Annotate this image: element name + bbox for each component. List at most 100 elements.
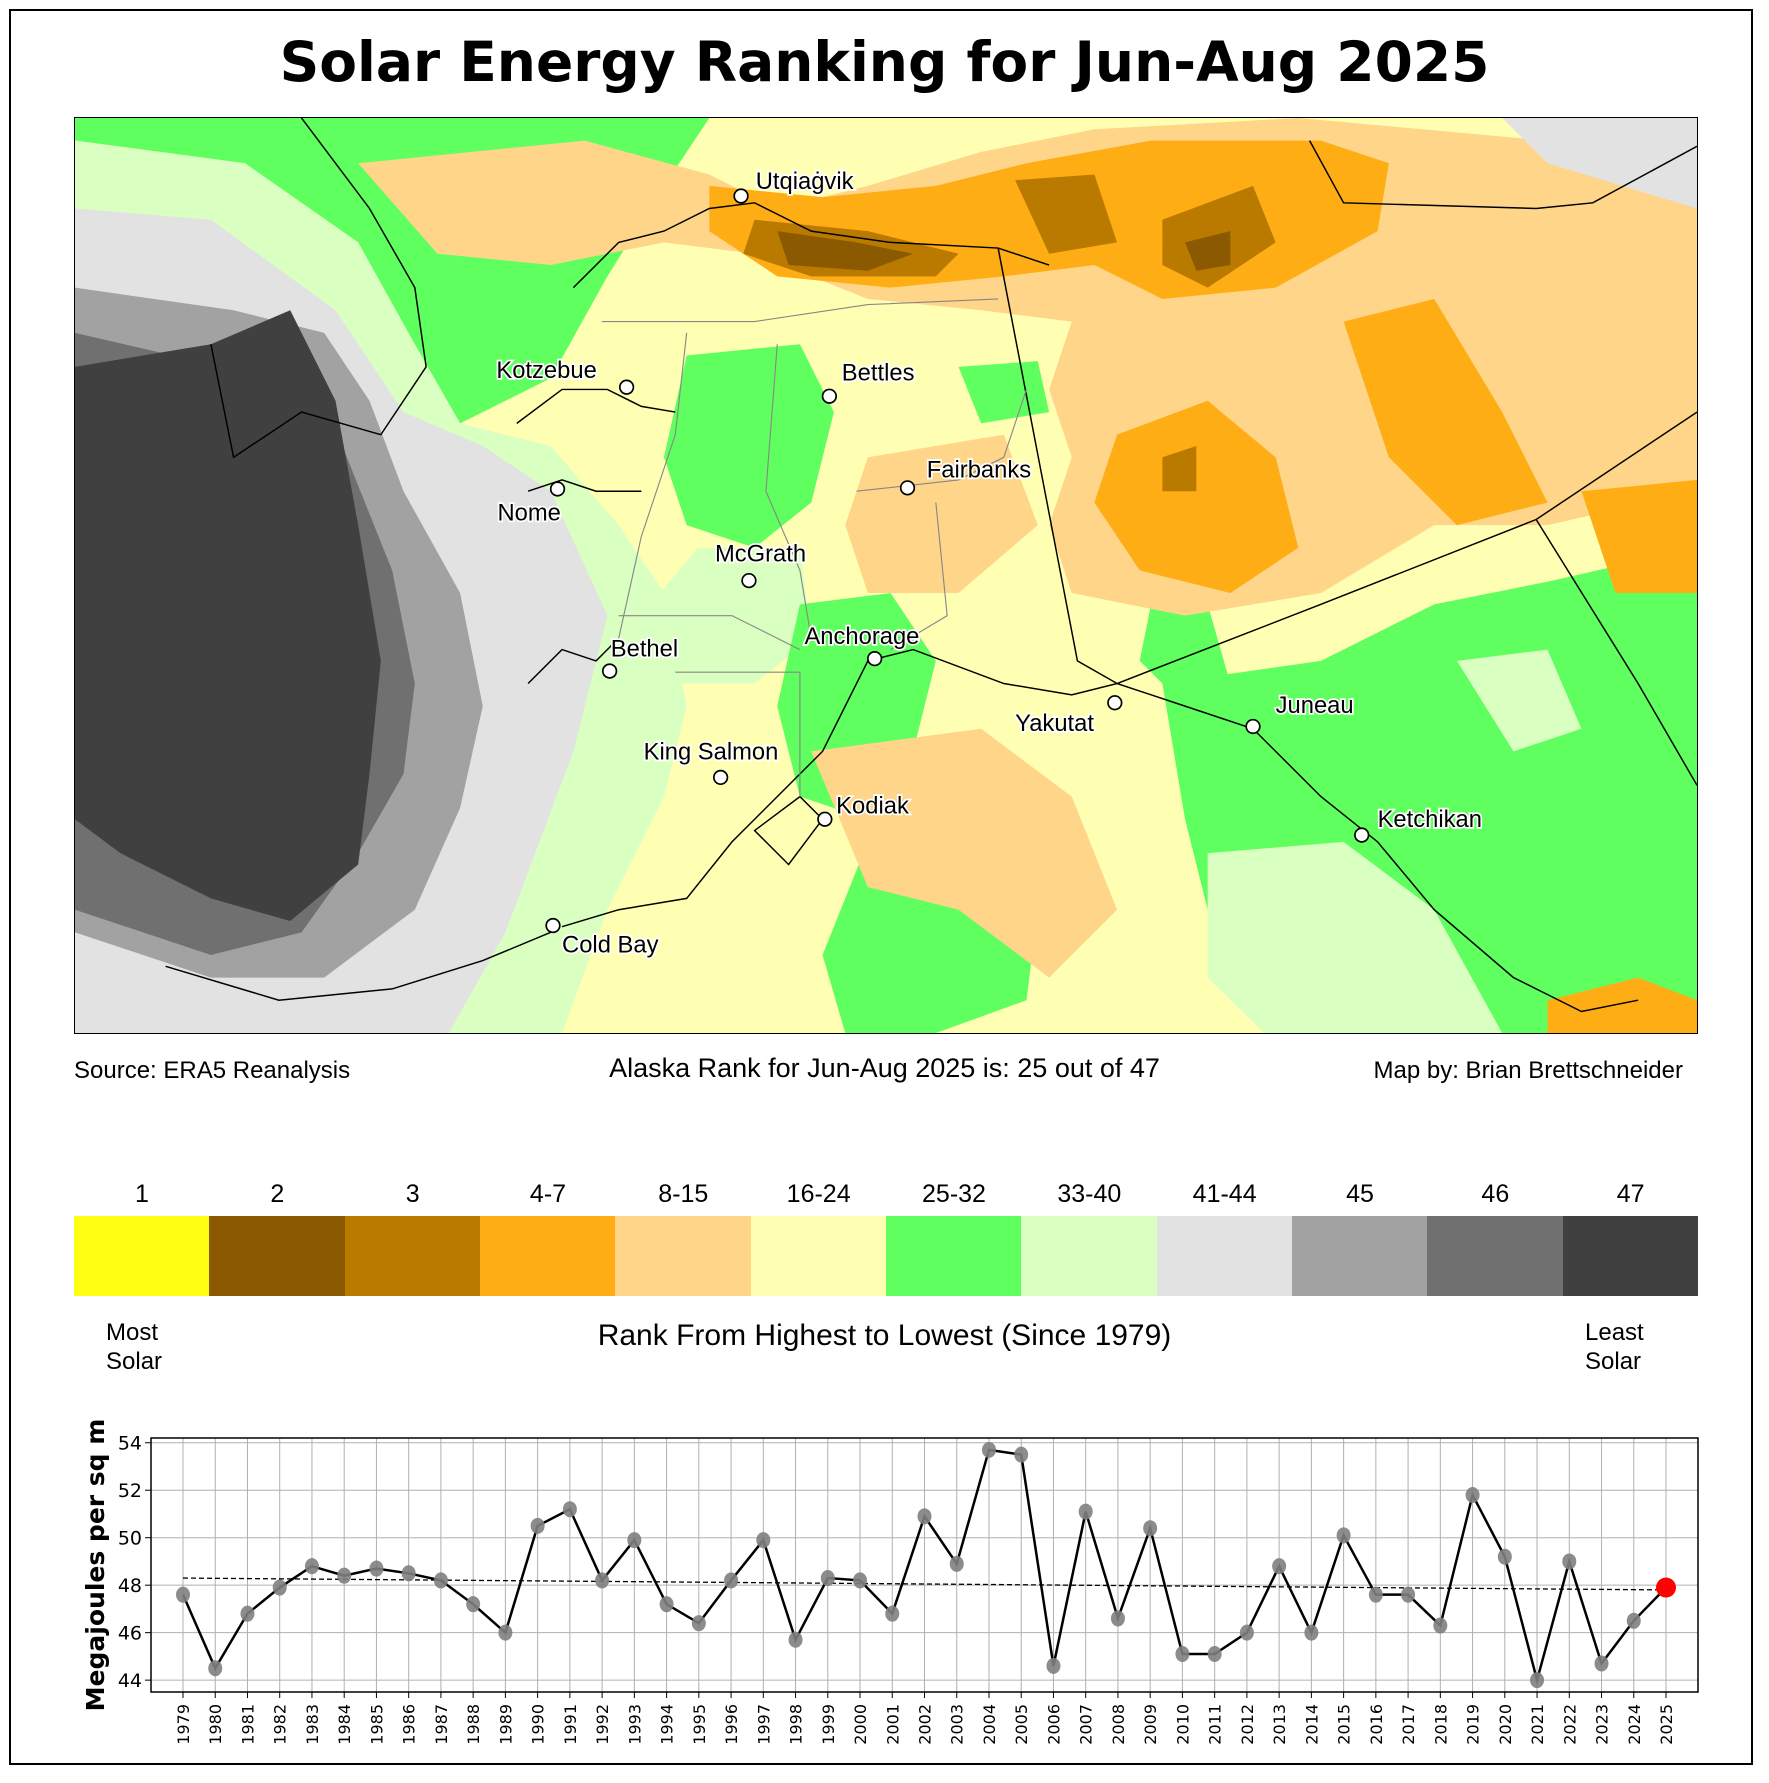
y-tick-label: 50: [118, 1528, 142, 1550]
trend-line: [182, 1577, 1667, 1591]
svg-text:McGrath: McGrath: [715, 540, 806, 567]
data-point: [659, 1596, 674, 1613]
data-point: [1304, 1624, 1319, 1641]
map-credit: Map by: Brian Brettschneider: [1373, 1057, 1683, 1084]
data-point: [627, 1532, 642, 1549]
y-tick-label: 54: [118, 1433, 142, 1455]
city-bettles[interactable]: Bettles: [821, 358, 916, 404]
svg-text:Cold Bay: Cold Bay: [562, 932, 659, 959]
y-tick-label: 52: [118, 1480, 142, 1502]
y-tick-label: 46: [118, 1623, 142, 1645]
legend-label: 41-44: [1192, 1180, 1257, 1208]
svg-text:Bethel: Bethel: [611, 635, 678, 662]
data-point: [691, 1615, 706, 1632]
city-fairbanks[interactable]: Fairbanks: [899, 455, 1033, 496]
source-note: Source: ERA5 Reanalysis: [74, 1057, 351, 1084]
data-point: [433, 1572, 448, 1589]
x-tick-label: 1993: [625, 1704, 644, 1745]
x-tick-label: 2014: [1302, 1704, 1321, 1745]
most-label: Most: [106, 1319, 159, 1346]
data-point: [949, 1555, 964, 1572]
data-point: [466, 1596, 481, 1613]
x-tick-label: 1992: [593, 1704, 612, 1745]
data-point: [1336, 1527, 1351, 1544]
data-point: [917, 1508, 932, 1525]
x-tick-label: 2025: [1657, 1704, 1676, 1745]
data-point: [1272, 1558, 1287, 1575]
svg-text:Ketchikan: Ketchikan: [1378, 806, 1482, 833]
legend-swatch: [74, 1216, 210, 1296]
legend-label: 25-32: [922, 1180, 986, 1208]
data-point: [369, 1560, 384, 1577]
data-point: [1530, 1672, 1545, 1689]
legend-label: 2: [270, 1180, 285, 1208]
data-point: [820, 1570, 835, 1587]
x-tick-label: 2017: [1399, 1704, 1418, 1745]
x-tick-label: 2019: [1464, 1704, 1483, 1745]
legend-swatch: [480, 1216, 616, 1296]
svg-text:Bettles: Bettles: [842, 359, 915, 386]
data-point: [1562, 1553, 1577, 1570]
data-point: [1626, 1612, 1641, 1629]
least-solar-note: Least Solar: [1585, 1318, 1644, 1376]
x-tick-label: 1999: [819, 1704, 838, 1745]
x-tick-label: 1984: [335, 1704, 354, 1745]
x-tick-label: 2010: [1173, 1704, 1192, 1745]
svg-text:Utqiaġvik: Utqiaġvik: [756, 168, 854, 195]
city-king-salmon[interactable]: King Salmon: [642, 737, 780, 786]
svg-text:Juneau: Juneau: [1276, 692, 1354, 719]
data-point: [176, 1586, 190, 1603]
data-point: [981, 1441, 996, 1458]
svg-text:Kodiak: Kodiak: [836, 793, 909, 820]
city-kodiak[interactable]: Kodiak: [817, 791, 911, 827]
city-nome[interactable]: Nome: [496, 481, 566, 528]
x-tick-label: 1986: [400, 1704, 419, 1745]
data-point: [853, 1572, 868, 1589]
city-cold-bay[interactable]: Cold Bay: [545, 917, 660, 960]
city-utqiagvik[interactable]: Utqiaġvik: [733, 167, 855, 204]
city-anchorage[interactable]: Anchorage: [803, 621, 921, 667]
data-point: [1433, 1617, 1448, 1634]
city-mcgrath[interactable]: McGrath: [713, 539, 808, 589]
legend-swatch: [1427, 1216, 1564, 1296]
data-point: [1594, 1655, 1609, 1672]
x-tick-label: 1981: [238, 1704, 257, 1745]
svg-text:Anchorage: Anchorage: [804, 623, 919, 650]
city-bethel[interactable]: Bethel: [601, 634, 680, 679]
legend-label: 4-7: [529, 1180, 567, 1208]
solar-label-right: Solar: [1585, 1348, 1642, 1375]
data-point: [1110, 1610, 1125, 1627]
legend-label: 33-40: [1057, 1180, 1122, 1208]
alaska-rank-map: Utqiaġvik Kotzebue Bettles Fairbanks Nom…: [74, 117, 1698, 1034]
legend-label: 1: [135, 1180, 149, 1208]
legend-swatch: [1156, 1216, 1293, 1296]
city-kotzebue[interactable]: Kotzebue: [495, 355, 635, 395]
legend-label: 47: [1616, 1180, 1645, 1208]
x-tick-label: 2006: [1044, 1704, 1063, 1745]
city-juneau[interactable]: Juneau: [1245, 690, 1355, 735]
figure-frame: [9, 9, 1753, 1765]
x-tick-label: 2022: [1560, 1704, 1579, 1745]
data-point: [240, 1605, 255, 1622]
data-point: [498, 1624, 513, 1641]
x-tick-label: 2023: [1593, 1704, 1612, 1745]
x-tick-label: 2021: [1528, 1704, 1547, 1745]
x-tick-label: 2009: [1141, 1704, 1160, 1745]
city-yakutat[interactable]: Yakutat: [1013, 695, 1123, 739]
borders: [165, 118, 1697, 1013]
data-point: [595, 1572, 610, 1589]
legend-swatch: [344, 1216, 481, 1296]
data-point: [530, 1517, 545, 1534]
legend-swatch: [615, 1216, 752, 1296]
data-point: [885, 1605, 900, 1622]
x-tick-label: 1996: [722, 1704, 741, 1745]
data-point: [1046, 1657, 1061, 1674]
x-tick-label: 2003: [948, 1704, 967, 1745]
city-ketchikan[interactable]: Ketchikan: [1354, 804, 1484, 843]
x-tick-label: 1998: [787, 1704, 806, 1745]
x-tick-label: 2013: [1270, 1704, 1289, 1745]
most-solar-note: Most Solar: [106, 1318, 162, 1376]
solar-label: Solar: [106, 1348, 163, 1375]
legend-label: 3: [405, 1180, 420, 1208]
data-point: [1368, 1586, 1383, 1603]
